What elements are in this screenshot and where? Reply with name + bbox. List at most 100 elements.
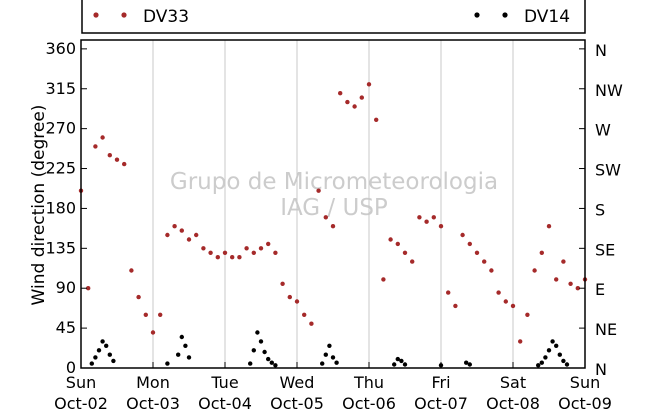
point-dv33 [179, 228, 184, 233]
point-dv14 [557, 352, 562, 357]
x-tick-date: Oct-09 [558, 394, 612, 409]
point-dv33 [302, 312, 307, 317]
point-dv14 [320, 361, 325, 366]
watermark-line-2: IAG / USP [280, 195, 388, 221]
point-dv14 [273, 363, 278, 368]
point-dv33 [474, 250, 480, 255]
legend-marker-dv14-b [502, 12, 508, 18]
point-dv33 [237, 255, 242, 260]
x-tick-day: Thu [353, 373, 384, 392]
point-dv33 [546, 224, 552, 229]
point-dv14 [100, 339, 105, 344]
point-dv33 [359, 95, 364, 100]
legend-marker-dv33-a [93, 12, 99, 18]
point-dv14 [392, 362, 397, 367]
point-dv14 [464, 360, 469, 365]
point-dv33 [446, 290, 451, 295]
point-dv33 [510, 303, 516, 309]
point-dv33 [539, 250, 544, 255]
point-dv33 [402, 250, 408, 255]
point-dv14 [111, 358, 116, 364]
y-tick-label: 0 [66, 358, 76, 377]
point-dv14 [248, 361, 253, 366]
point-dv33 [266, 241, 271, 247]
point-dv33 [410, 259, 415, 264]
point-dv33 [258, 246, 264, 251]
point-dv33 [93, 144, 98, 149]
point-dv33 [374, 117, 379, 123]
x-tick-date: Oct-03 [126, 394, 180, 409]
x-tick-day: Sat [500, 373, 526, 392]
y-tick-label: 45 [56, 318, 76, 337]
point-dv33 [122, 161, 127, 167]
data-series [78, 82, 588, 368]
x-tick-day: Fri [431, 373, 450, 392]
y-axis-title: Wind direction (degree) [29, 105, 49, 306]
point-dv14 [402, 362, 408, 367]
point-dv33 [503, 299, 508, 304]
x-tick-day: Sun [570, 373, 600, 392]
plot-frame [80, 39, 586, 369]
point-dv33 [316, 188, 321, 193]
point-dv33 [352, 104, 357, 109]
legend-marker-dv14-a [474, 12, 480, 18]
legend-label-dv14: DV14 [524, 7, 570, 27]
y2-tick-label: NE [595, 320, 617, 339]
y2-tick-label: SW [595, 161, 621, 180]
point-dv33 [568, 281, 573, 286]
x-tick-date: Oct-08 [486, 394, 540, 409]
legend-label-dv33: DV33 [143, 7, 189, 27]
point-dv14 [564, 362, 570, 367]
point-dv33 [143, 312, 148, 317]
point-dv33 [330, 224, 336, 229]
point-dv33 [575, 286, 580, 291]
x-tick-day: Tue [210, 373, 238, 392]
point-dv14 [554, 343, 559, 348]
point-dv33 [561, 259, 566, 264]
x-tick-date: Oct-07 [414, 394, 468, 409]
point-dv33 [554, 277, 559, 282]
point-dv33 [136, 294, 141, 300]
point-dv14 [327, 343, 332, 348]
point-dv33 [345, 99, 350, 105]
y-tick-label: 315 [45, 79, 76, 98]
y-tick-label: 90 [56, 278, 76, 297]
point-dv14 [251, 348, 256, 353]
point-dv33 [294, 299, 300, 304]
point-dv33 [280, 281, 285, 286]
point-dv14 [561, 358, 566, 364]
x-tick-day: Wed [280, 373, 315, 392]
point-dv33 [100, 135, 105, 140]
point-dv33 [338, 91, 343, 96]
point-dv33 [467, 241, 472, 247]
y2-tick-label: N [595, 360, 607, 379]
point-dv33 [172, 224, 177, 229]
y-tick-label: 135 [45, 238, 76, 257]
y2-tick-label: N [595, 41, 607, 60]
point-dv33 [518, 339, 523, 344]
point-dv14 [467, 362, 472, 367]
point-dv33 [417, 215, 422, 220]
point-dv14 [179, 334, 184, 340]
point-dv14 [107, 352, 113, 357]
point-dv33 [453, 303, 458, 309]
x-tick-day: Sun [66, 373, 96, 392]
point-dv14 [395, 356, 400, 362]
point-dv33 [381, 277, 386, 282]
point-dv33 [150, 330, 156, 335]
point-dv14 [266, 356, 271, 362]
point-dv33 [482, 259, 487, 264]
point-dv14 [186, 355, 192, 360]
y-tick-label: 180 [45, 198, 76, 217]
point-dv14 [550, 339, 555, 344]
x-tick-date: Oct-06 [342, 394, 396, 409]
point-dv14 [96, 348, 102, 353]
point-dv33 [222, 250, 228, 255]
point-dv33 [251, 250, 256, 255]
point-dv33 [496, 290, 501, 295]
point-dv33 [366, 82, 372, 87]
legend-marker-dv33-b [121, 12, 127, 18]
point-dv33 [532, 268, 537, 273]
point-dv14 [269, 360, 274, 365]
